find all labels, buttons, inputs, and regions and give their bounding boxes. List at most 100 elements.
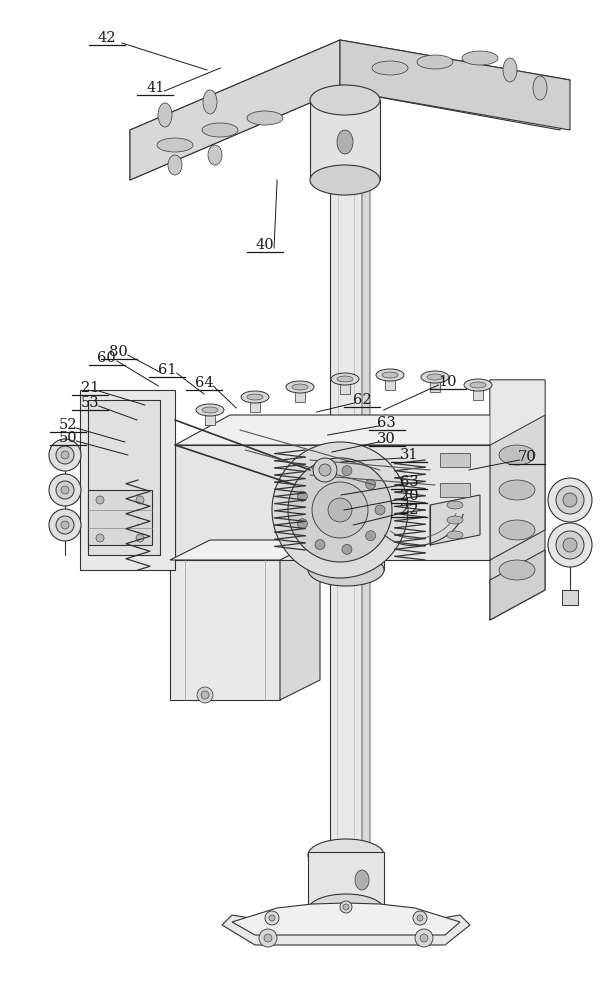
Text: 31: 31	[400, 448, 418, 462]
Polygon shape	[170, 560, 280, 700]
Text: 60: 60	[97, 351, 116, 365]
Text: 21: 21	[81, 381, 99, 395]
Bar	[340, 378, 350, 394]
Bar	[250, 396, 260, 412]
Text: 53: 53	[81, 396, 99, 410]
Ellipse shape	[241, 391, 269, 403]
Ellipse shape	[308, 554, 384, 586]
Circle shape	[136, 534, 144, 542]
Ellipse shape	[499, 560, 535, 580]
Ellipse shape	[168, 155, 182, 175]
Ellipse shape	[556, 531, 584, 559]
Text: 30: 30	[378, 432, 396, 446]
Ellipse shape	[447, 516, 463, 524]
Circle shape	[343, 904, 349, 910]
Ellipse shape	[337, 130, 353, 154]
Circle shape	[315, 470, 325, 480]
Polygon shape	[222, 907, 470, 945]
Ellipse shape	[372, 61, 408, 75]
Circle shape	[297, 491, 308, 501]
Ellipse shape	[56, 516, 74, 534]
Circle shape	[265, 911, 279, 925]
Ellipse shape	[49, 439, 81, 471]
Text: 61: 61	[158, 363, 177, 377]
Ellipse shape	[202, 123, 238, 137]
Circle shape	[340, 901, 352, 913]
Text: 42: 42	[97, 31, 116, 45]
Circle shape	[272, 442, 408, 578]
Polygon shape	[330, 560, 362, 880]
Ellipse shape	[331, 373, 359, 385]
Ellipse shape	[158, 103, 172, 127]
Ellipse shape	[503, 58, 517, 82]
Circle shape	[342, 466, 352, 476]
Polygon shape	[175, 415, 545, 445]
Ellipse shape	[563, 538, 577, 552]
Polygon shape	[310, 100, 380, 180]
Circle shape	[96, 496, 104, 504]
Ellipse shape	[533, 76, 547, 100]
Polygon shape	[490, 550, 545, 620]
Text: 50: 50	[59, 431, 77, 445]
Polygon shape	[490, 380, 545, 620]
Ellipse shape	[61, 486, 69, 494]
Circle shape	[413, 911, 427, 925]
Ellipse shape	[548, 523, 592, 567]
Ellipse shape	[548, 478, 592, 522]
Bar	[385, 374, 395, 390]
Ellipse shape	[310, 165, 380, 195]
Polygon shape	[340, 40, 570, 130]
Ellipse shape	[49, 509, 81, 541]
Ellipse shape	[61, 451, 69, 459]
Ellipse shape	[470, 382, 486, 388]
Circle shape	[96, 534, 104, 542]
Polygon shape	[88, 490, 152, 545]
Ellipse shape	[427, 374, 443, 380]
Text: 40: 40	[256, 238, 274, 252]
Polygon shape	[175, 445, 490, 560]
Text: 80: 80	[110, 345, 128, 359]
Ellipse shape	[247, 394, 263, 400]
Polygon shape	[170, 540, 320, 560]
Ellipse shape	[56, 446, 74, 464]
Text: 64: 64	[195, 376, 213, 390]
Circle shape	[375, 505, 385, 515]
Ellipse shape	[157, 138, 193, 152]
Polygon shape	[440, 483, 470, 497]
Circle shape	[315, 540, 325, 550]
Polygon shape	[362, 180, 370, 475]
Ellipse shape	[202, 407, 218, 413]
Ellipse shape	[337, 376, 353, 382]
Polygon shape	[362, 562, 370, 882]
Circle shape	[269, 915, 275, 921]
Circle shape	[259, 929, 277, 947]
Circle shape	[197, 687, 213, 703]
Text: 63: 63	[378, 416, 396, 430]
Text: 20: 20	[400, 489, 418, 503]
Ellipse shape	[292, 384, 308, 390]
Text: 70: 70	[518, 450, 536, 464]
Circle shape	[420, 934, 428, 942]
Polygon shape	[562, 590, 578, 605]
Ellipse shape	[308, 894, 384, 926]
Polygon shape	[490, 415, 545, 560]
Ellipse shape	[61, 521, 69, 529]
Circle shape	[415, 929, 433, 947]
Ellipse shape	[499, 445, 535, 465]
Polygon shape	[330, 180, 362, 470]
Circle shape	[297, 519, 308, 529]
Bar	[430, 376, 440, 392]
Bar	[205, 409, 215, 425]
Polygon shape	[88, 400, 160, 555]
Ellipse shape	[49, 474, 81, 506]
Circle shape	[319, 464, 331, 476]
Circle shape	[342, 544, 352, 554]
Text: 41: 41	[146, 81, 164, 95]
Polygon shape	[280, 540, 320, 700]
Ellipse shape	[208, 145, 222, 165]
Ellipse shape	[308, 539, 384, 571]
Text: 10: 10	[438, 375, 457, 389]
Ellipse shape	[447, 501, 463, 509]
Ellipse shape	[308, 839, 384, 871]
Text: 63: 63	[400, 475, 418, 489]
